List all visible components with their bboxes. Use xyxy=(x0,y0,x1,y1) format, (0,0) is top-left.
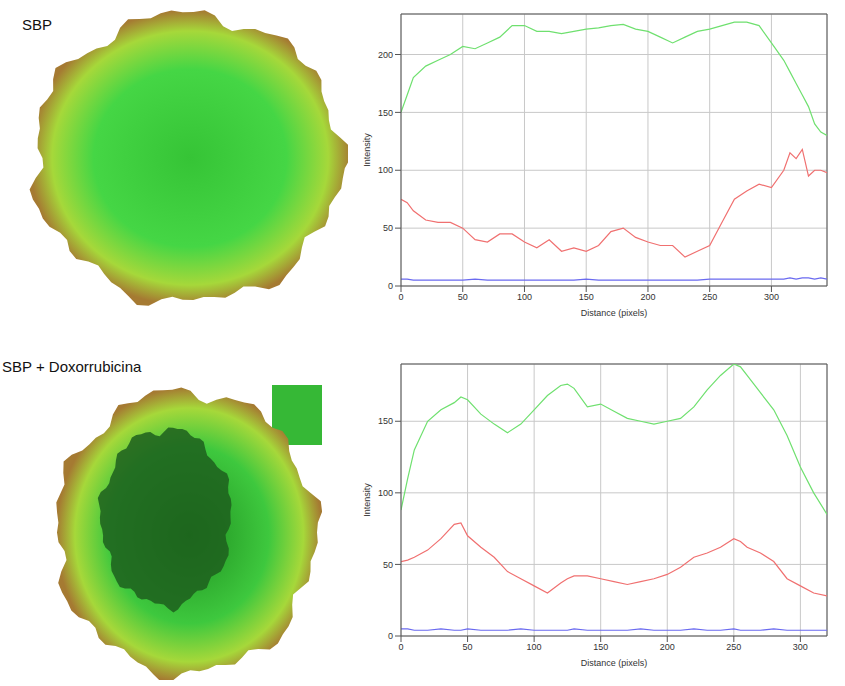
svg-text:Distance (pixels): Distance (pixels) xyxy=(581,658,648,668)
svg-text:150: 150 xyxy=(593,642,608,652)
svg-text:50: 50 xyxy=(463,642,473,652)
svg-text:50: 50 xyxy=(383,560,393,570)
svg-text:0: 0 xyxy=(398,642,403,652)
svg-text:250: 250 xyxy=(726,642,741,652)
svg-text:100: 100 xyxy=(378,488,393,498)
svg-text:100: 100 xyxy=(517,292,532,302)
svg-text:200: 200 xyxy=(660,642,675,652)
svg-text:Intensity: Intensity xyxy=(362,133,372,167)
svg-text:150: 150 xyxy=(378,416,393,426)
svg-text:100: 100 xyxy=(378,165,393,175)
svg-text:250: 250 xyxy=(702,292,717,302)
svg-text:300: 300 xyxy=(764,292,779,302)
svg-text:Distance (pixels): Distance (pixels) xyxy=(581,308,648,318)
svg-text:200: 200 xyxy=(378,50,393,60)
html-text:SBP: SBP xyxy=(22,16,52,33)
svg-text:150: 150 xyxy=(378,108,393,118)
svg-text:50: 50 xyxy=(383,223,393,233)
svg-text:50: 50 xyxy=(458,292,468,302)
svg-text:100: 100 xyxy=(527,642,542,652)
svg-text:Intensity: Intensity xyxy=(362,483,372,517)
svg-text:0: 0 xyxy=(388,631,393,641)
svg-text:300: 300 xyxy=(793,642,808,652)
svg-text:0: 0 xyxy=(388,281,393,291)
svg-text:150: 150 xyxy=(579,292,594,302)
svg-text:0: 0 xyxy=(398,292,403,302)
html-text:SBP + Doxorrubicina: SBP + Doxorrubicina xyxy=(2,358,142,375)
svg-text:200: 200 xyxy=(640,292,655,302)
